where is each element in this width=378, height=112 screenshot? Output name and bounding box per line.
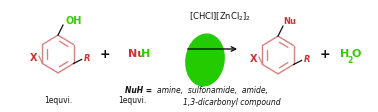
Text: 2: 2 [347,56,352,65]
Text: NuH =: NuH = [125,85,155,95]
Text: +: + [100,47,110,60]
Text: R: R [84,54,90,63]
Text: X: X [29,53,37,63]
Text: Nu: Nu [283,17,296,26]
Text: H: H [141,49,150,59]
Text: +: + [320,47,330,60]
Ellipse shape [186,34,224,86]
Text: H: H [340,49,349,59]
Text: Nu: Nu [128,49,145,59]
Text: R: R [304,55,310,64]
Text: amine,  sulfonamide,  amide,: amine, sulfonamide, amide, [157,85,268,95]
Text: 1equvi.: 1equvi. [44,96,72,104]
Text: 1,3-dicarbonyl compound: 1,3-dicarbonyl compound [183,98,280,107]
Text: 1equvi.: 1equvi. [118,96,146,104]
Text: OH: OH [65,16,81,26]
Text: O: O [351,49,360,59]
Text: [CHCl][ZnCl$_2$]$_2$: [CHCl][ZnCl$_2$]$_2$ [189,11,251,23]
Text: X: X [249,54,257,64]
